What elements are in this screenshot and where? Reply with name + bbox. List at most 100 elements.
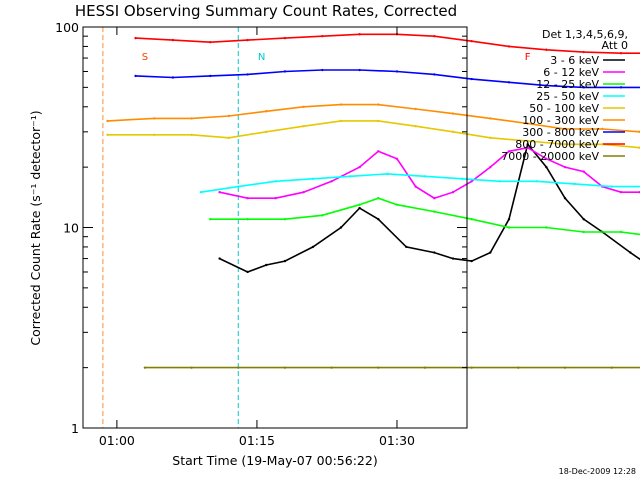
- series-point-3-6-kev: [246, 270, 249, 274]
- legend-label-800-7000-kev: 800 - 7000 keV: [515, 138, 599, 151]
- series-point-6-12-kev: [330, 180, 333, 183]
- series-point-100-300-kev: [106, 119, 109, 123]
- series-point-3-6-kev: [377, 218, 380, 221]
- series-point-800-7000-kev: [433, 34, 436, 38]
- series-point-7000-20000-kev: [470, 366, 473, 369]
- series-point-50-100-kev: [339, 119, 343, 123]
- flag-marker-n: N: [258, 52, 265, 63]
- series-point-800-7000-kev: [283, 36, 287, 40]
- series-point-6-12-kev: [582, 170, 585, 173]
- series-point-100-300-kev: [601, 127, 604, 131]
- series-point-800-7000-kev: [507, 45, 511, 48]
- series-point-300-800-kev: [619, 86, 623, 89]
- series-line-3-6-kev: [219, 142, 640, 273]
- series-point-3-6-kev: [582, 218, 585, 221]
- flag-marker-s: S: [142, 52, 148, 63]
- series-point-300-800-kev: [358, 68, 361, 72]
- series-point-100-300-kev: [265, 110, 268, 113]
- footer-timestamp: 18-Dec-2009 12:28: [559, 467, 636, 476]
- series-point-7000-20000-kev: [610, 366, 613, 369]
- series-point-300-800-kev: [209, 74, 212, 78]
- series-point-25-50-kev: [423, 175, 427, 178]
- series-point-12-25-kev: [582, 230, 585, 234]
- series-point-25-50-kev: [610, 185, 613, 188]
- series-point-6-12-kev: [218, 190, 221, 194]
- series-point-800-7000-kev: [619, 52, 623, 55]
- series-point-25-50-kev: [237, 185, 240, 188]
- series-point-6-12-kev: [470, 180, 473, 183]
- series-point-25-50-kev: [535, 180, 539, 183]
- series-point-100-300-kev: [339, 103, 343, 106]
- series-point-50-100-kev: [265, 130, 268, 134]
- series-point-100-300-kev: [414, 107, 417, 111]
- legend-header: Att 0: [602, 39, 628, 52]
- series-point-6-12-kev: [395, 157, 399, 161]
- series-point-800-7000-kev: [545, 48, 548, 51]
- y-axis: 1 10 100: [55, 20, 467, 436]
- series-point-6-12-kev: [563, 165, 567, 169]
- series-point-50-100-kev: [190, 133, 193, 136]
- series-point-12-25-kev: [433, 210, 436, 213]
- series-point-3-6-kev: [283, 259, 287, 263]
- series-point-3-6-kev: [545, 165, 548, 169]
- series-point-3-6-kev: [339, 226, 343, 229]
- series-point-25-50-kev: [461, 177, 464, 180]
- series-point-50-100-kev: [106, 133, 109, 136]
- flag-marker-f: F: [525, 52, 531, 63]
- legend-label-25-50-kev: 25 - 50 keV: [536, 90, 599, 103]
- series-point-12-25-kev: [470, 218, 473, 221]
- series-point-100-300-kev: [153, 117, 156, 120]
- series-point-25-50-kev: [386, 172, 389, 176]
- x-axis: 01:00 01:15 01:30: [99, 27, 415, 448]
- series-point-7000-20000-kev: [330, 366, 333, 369]
- series-point-50-100-kev: [227, 136, 231, 140]
- series-line-25-50-kev: [200, 173, 640, 193]
- y-tick-label: 1: [71, 421, 79, 436]
- series-point-25-50-kev: [311, 177, 315, 180]
- series-point-6-12-kev: [451, 190, 455, 194]
- x-axis-label: Start Time (19-May-07 00:56:22): [172, 453, 377, 468]
- series-point-3-6-kev: [265, 263, 268, 267]
- series-point-6-12-kev: [377, 150, 380, 153]
- series-point-300-800-kev: [321, 68, 324, 72]
- series-point-3-6-kev: [526, 143, 529, 146]
- series-point-7000-20000-kev: [517, 366, 520, 369]
- series-point-6-12-kev: [545, 157, 548, 161]
- series-point-6-12-kev: [246, 197, 249, 200]
- legend-header: Det 1,3,4,5,6,9,: [542, 28, 628, 41]
- series-point-12-25-kev: [246, 218, 249, 221]
- legend-label-7000-20000-kev: 7000 - 20000 keV: [501, 150, 599, 163]
- legend-label-300-800-kev: 300 - 800 keV: [522, 126, 599, 139]
- series-point-3-6-kev: [470, 259, 473, 263]
- series-point-12-25-kev: [283, 218, 287, 221]
- series-point-50-100-kev: [414, 125, 417, 128]
- series-point-3-6-kev: [218, 257, 221, 260]
- series-point-6-12-kev: [358, 165, 361, 169]
- series-point-100-300-kev: [227, 114, 231, 118]
- series-group: [106, 33, 640, 369]
- series-point-12-25-kev: [377, 197, 380, 200]
- series-point-800-7000-kev: [358, 33, 361, 36]
- series-point-3-6-kev: [358, 206, 361, 210]
- series-point-300-800-kev: [470, 77, 473, 81]
- series-point-800-7000-kev: [171, 38, 175, 42]
- series-point-50-100-kev: [563, 143, 567, 146]
- series-point-3-6-kev: [563, 197, 567, 200]
- series-point-300-800-kev: [395, 70, 399, 73]
- series-point-100-300-kev: [451, 112, 455, 115]
- series-point-7000-20000-kev: [237, 366, 240, 369]
- series-point-800-7000-kev: [470, 39, 473, 43]
- series-point-3-6-kev: [451, 257, 455, 260]
- x-tick-label: 01:00: [99, 433, 135, 448]
- y-tick-label: 100: [55, 20, 79, 35]
- series-point-6-12-kev: [274, 197, 277, 200]
- series-point-7000-20000-kev: [143, 366, 147, 369]
- series-point-50-100-kev: [302, 125, 305, 128]
- series-point-50-100-kev: [489, 136, 492, 140]
- series-point-7000-20000-kev: [190, 366, 193, 369]
- series-point-12-25-kev: [358, 203, 361, 206]
- series-point-800-7000-kev: [209, 40, 212, 44]
- series-point-3-6-kev: [489, 251, 492, 254]
- series-line-12-25-kev: [210, 197, 640, 236]
